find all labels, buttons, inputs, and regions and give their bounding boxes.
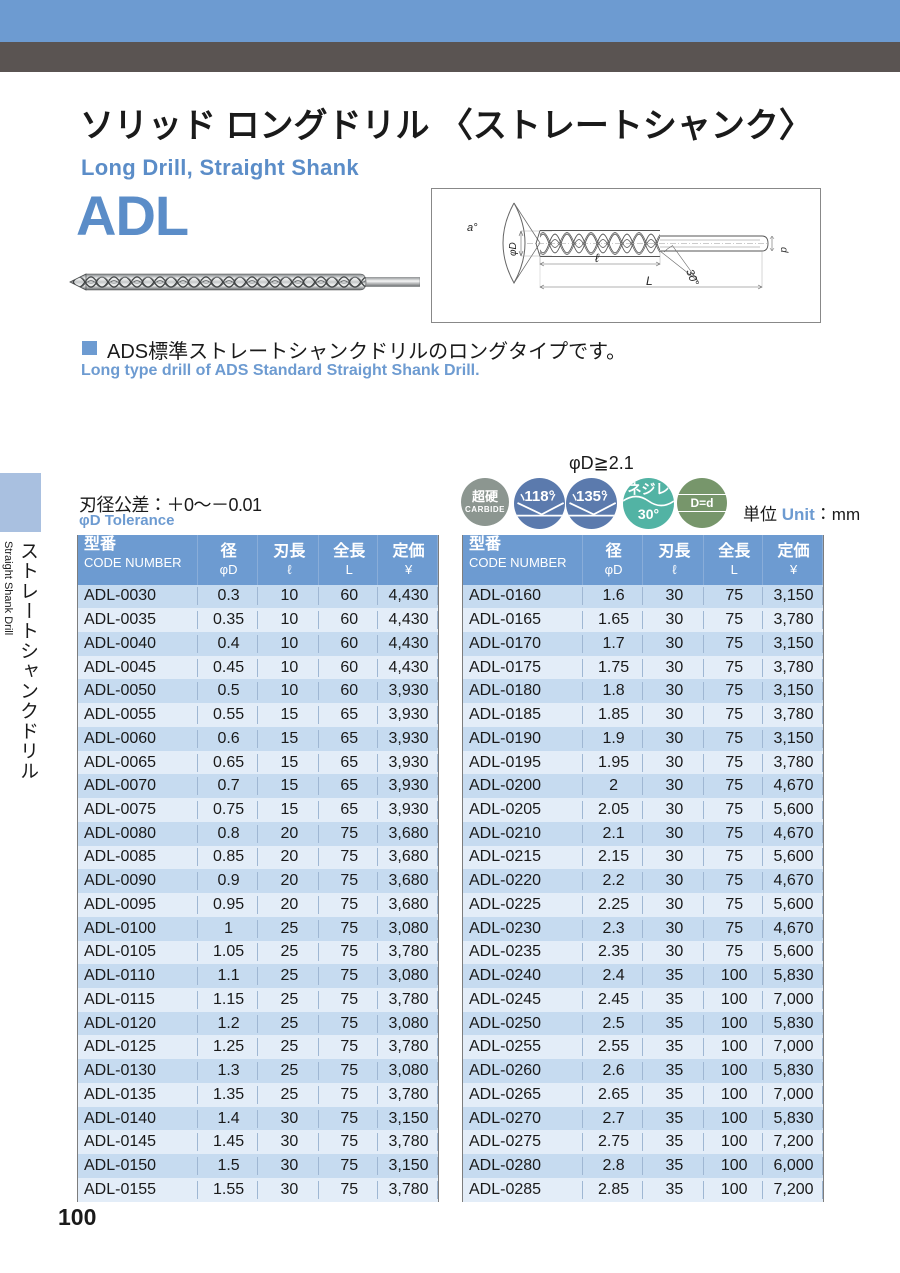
svg-text:ネジレ: ネジレ (628, 481, 670, 497)
svg-text:135°: 135° (576, 488, 607, 505)
svg-text:30°: 30° (638, 506, 659, 522)
svg-text:d: d (778, 247, 789, 253)
svg-text:φD: φD (508, 242, 519, 256)
svg-text:ℓ: ℓ (595, 251, 600, 265)
svg-text:30°: 30° (683, 268, 701, 288)
svg-text:L: L (646, 274, 653, 288)
svg-text:118°: 118° (524, 488, 554, 505)
svg-text:a°: a° (467, 222, 478, 234)
